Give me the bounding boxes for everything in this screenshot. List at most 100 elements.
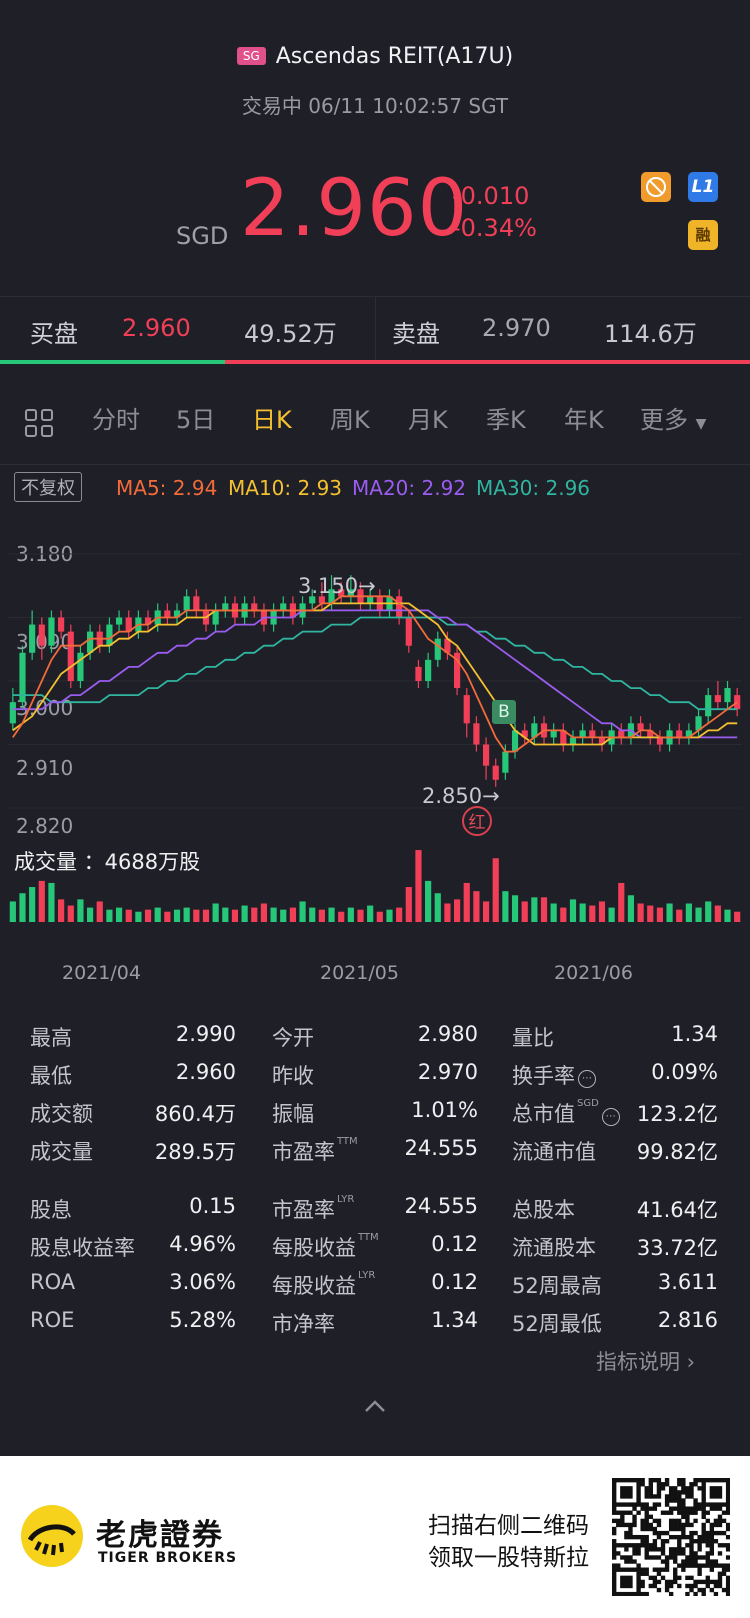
qr-module (612, 1478, 617, 1483)
qr-module (689, 1530, 694, 1536)
qr-module (701, 1494, 706, 1499)
volume-bar (425, 880, 432, 922)
qr-module (693, 1579, 698, 1585)
qr-module (721, 1530, 727, 1536)
margin-icon[interactable]: 融 (688, 220, 718, 250)
stat-value: 0.12 (431, 1232, 478, 1256)
stat-label-text: 52周最低 (512, 1312, 602, 1336)
qr-module (656, 1490, 662, 1495)
candle-body (724, 688, 731, 703)
tab-quarterly-k[interactable]: 季K (486, 406, 526, 434)
divider (375, 296, 376, 360)
qr-module (717, 1579, 723, 1585)
chevron-up-icon[interactable] (364, 1398, 386, 1417)
info-icon[interactable]: ⋯ (601, 1108, 620, 1126)
volume-bar (540, 897, 548, 922)
metric-explanation-link[interactable]: 指标说明 › (596, 1350, 696, 1374)
qr-module (693, 1539, 698, 1544)
tab-daily-k[interactable]: 日K (252, 406, 292, 434)
qr-module (660, 1486, 666, 1491)
volume-bar (482, 901, 490, 922)
volume-bar (193, 909, 200, 922)
qr-module (693, 1498, 698, 1503)
qr-module (632, 1514, 637, 1519)
qr-module (668, 1579, 674, 1585)
tab-5day[interactable]: 5日 (176, 406, 216, 434)
buy-marker[interactable]: B (492, 700, 516, 724)
qr-module (693, 1506, 698, 1511)
stat-value: 0.09% (651, 1060, 718, 1084)
qr-module (673, 1555, 678, 1560)
stat-value: 1.34 (671, 1022, 718, 1046)
stat-label-text: 流通股本 (512, 1236, 596, 1260)
qr-module (652, 1502, 658, 1507)
tab-monthly-k[interactable]: 月K (408, 406, 448, 434)
qr-module (656, 1502, 662, 1507)
tab-intraday[interactable]: 分时 (92, 406, 140, 434)
tab-yearly-k[interactable]: 年K (564, 406, 604, 434)
level1-icon[interactable]: L1 (688, 172, 718, 202)
qr-module (725, 1482, 730, 1487)
qr-module (620, 1510, 625, 1515)
qr-module (717, 1563, 723, 1568)
qr-module (636, 1583, 641, 1589)
qr-module (677, 1539, 682, 1544)
qr-module (620, 1486, 625, 1491)
qr-module (685, 1506, 690, 1511)
qr-module (697, 1563, 702, 1568)
qr-module (664, 1587, 670, 1593)
qr-module (612, 1494, 617, 1499)
qr-module (640, 1518, 645, 1524)
volume-bar (637, 903, 644, 922)
candle-body (29, 624, 36, 653)
qr-module (632, 1591, 637, 1596)
stat-value: 33.72亿 (636, 1236, 718, 1260)
stat-value: 2.980 (417, 1022, 478, 1046)
tab-more[interactable]: 更多 ▼ (640, 400, 706, 435)
tab-weekly-k[interactable]: 周K (330, 406, 370, 434)
qr-module (612, 1518, 617, 1524)
qr-module (648, 1555, 653, 1560)
qr-module (717, 1530, 723, 1536)
candle-body (19, 652, 26, 703)
volume-bar (569, 899, 577, 922)
candle-body (521, 730, 528, 738)
volume-bar (270, 907, 277, 922)
qr-module (612, 1502, 617, 1507)
qr-module (624, 1490, 629, 1495)
qr-module (713, 1522, 719, 1528)
stat-label: 每股收益 TTM (272, 1232, 379, 1262)
stat-label-text: 成交量 (30, 1140, 93, 1164)
qr-module (705, 1583, 710, 1589)
chart-period-tabs: 分时 5日 日K 周K 月K 季K 年K 更多 ▼ (0, 400, 750, 450)
stat-label: 股息 (30, 1194, 72, 1224)
volume-bar (202, 909, 210, 922)
qr-module (624, 1579, 629, 1585)
qr-module (644, 1547, 649, 1552)
stat-label: 流通股本 (512, 1232, 596, 1262)
stat-value: 123.2亿 (636, 1102, 718, 1126)
qr-module (717, 1571, 723, 1576)
dividend-marker[interactable]: 红 (462, 806, 492, 836)
info-icon[interactable]: ⋯ (578, 1070, 596, 1088)
qr-code-icon[interactable] (612, 1478, 730, 1596)
adjust-type-button[interactable]: 不复权 (14, 472, 82, 502)
qr-module (632, 1567, 637, 1572)
qr-module (636, 1510, 641, 1515)
qr-module (709, 1526, 715, 1532)
qr-module (636, 1478, 641, 1483)
kline-chart[interactable] (0, 520, 750, 960)
qr-module (628, 1534, 633, 1540)
volume-bar (96, 901, 103, 922)
qr-module (636, 1551, 641, 1556)
qr-module (725, 1575, 730, 1581)
x-tick-label: 2021/06 (554, 962, 633, 984)
grid-menu-icon[interactable] (24, 408, 54, 438)
qr-module (725, 1579, 730, 1585)
no-short-icon[interactable] (641, 172, 671, 202)
qr-module (644, 1494, 649, 1499)
exchange-badge: SG (236, 47, 266, 65)
stat-label-text: 每股收益 (272, 1236, 356, 1260)
qr-module (640, 1506, 645, 1511)
qr-module (644, 1591, 649, 1596)
